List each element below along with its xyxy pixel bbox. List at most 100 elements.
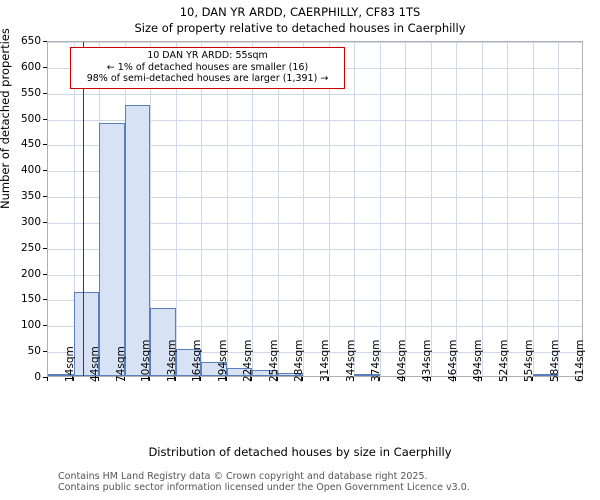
bar [124, 105, 151, 376]
bar [277, 372, 304, 376]
gridline-vertical [379, 42, 381, 376]
x-tick-mark [327, 377, 329, 381]
y-tick-label: 150 [20, 293, 41, 306]
y-tick-label: 550 [20, 86, 41, 99]
x-tick-mark [174, 377, 176, 381]
y-tick-mark [43, 351, 47, 353]
footer-attribution: Contains HM Land Registry data © Crown c… [58, 471, 598, 493]
x-tick-label: 464sqm [446, 339, 459, 382]
y-tick-mark [43, 299, 47, 301]
x-tick-label: 194sqm [216, 339, 229, 382]
y-tick-mark [43, 273, 47, 275]
gridline-horizontal [48, 42, 582, 43]
gridline-horizontal [48, 352, 582, 354]
annotation-line-3: 98% of semi-detached houses are larger (… [86, 73, 329, 84]
x-tick-label: 224sqm [242, 339, 255, 382]
x-tick-label: 584sqm [548, 339, 561, 382]
bar [226, 368, 253, 376]
y-tick-mark [43, 196, 47, 198]
bar [48, 374, 74, 376]
y-tick-label: 350 [20, 190, 41, 203]
x-tick-mark [149, 377, 151, 381]
x-tick-label: 314sqm [319, 339, 331, 382]
x-tick-mark [404, 377, 406, 381]
bar [354, 374, 380, 376]
gridline-vertical [150, 42, 152, 376]
chart-title-block: 10, DAN YR ARDD, CAERPHILLY, CF83 1TS Si… [0, 4, 600, 36]
x-tick-label: 134sqm [165, 339, 178, 382]
x-tick-mark [557, 377, 559, 381]
bar [532, 374, 559, 376]
footer-line-2: Contains public sector information licen… [58, 482, 470, 493]
y-tick-mark [43, 118, 47, 120]
y-tick-label: 400 [20, 164, 41, 177]
y-tick-label: 450 [20, 138, 41, 151]
x-tick-label: 374sqm [370, 339, 383, 382]
gridline-horizontal [48, 326, 582, 328]
y-tick-label: 600 [20, 60, 41, 73]
x-tick-mark [47, 377, 48, 381]
gridline-vertical [277, 42, 279, 376]
bar [175, 349, 202, 376]
gridline-vertical [532, 42, 534, 376]
gridline-vertical [226, 42, 228, 376]
gridline-horizontal [48, 93, 582, 95]
x-tick-label: 554sqm [523, 339, 536, 382]
y-tick-mark [43, 325, 47, 327]
x-tick-mark [480, 377, 482, 381]
y-tick-mark [43, 41, 47, 42]
y-tick-label: 650 [20, 35, 41, 47]
x-tick-label: 164sqm [191, 339, 204, 382]
y-tick-label: 100 [20, 319, 41, 332]
y-tick-mark [43, 66, 47, 68]
gridline-vertical [303, 42, 305, 376]
gridline-vertical [507, 42, 509, 376]
y-tick-label: 200 [20, 267, 41, 280]
x-tick-label: 254sqm [267, 339, 280, 382]
x-tick-mark [200, 377, 202, 381]
y-tick-mark [43, 170, 47, 172]
x-tick-mark [302, 377, 304, 381]
bar [150, 308, 176, 376]
property-marker-line [82, 42, 84, 376]
y-tick-mark [43, 92, 47, 94]
x-tick-mark [98, 377, 100, 381]
x-tick-mark [276, 377, 278, 381]
gridline-vertical [73, 42, 75, 376]
x-tick-mark [251, 377, 253, 381]
x-tick-label: 404sqm [395, 339, 408, 382]
x-tick-label: 494sqm [472, 339, 485, 382]
x-tick-mark [72, 377, 74, 381]
gridline-horizontal [48, 197, 582, 199]
chart-subtitle: Size of property relative to detached ho… [134, 21, 466, 35]
gridline-horizontal [48, 119, 582, 121]
x-tick-mark [506, 377, 508, 381]
gridline-vertical [354, 42, 356, 376]
y-tick-mark [43, 377, 47, 378]
gridline-vertical [328, 42, 330, 376]
y-tick-mark [43, 144, 47, 146]
x-tick-label: 284sqm [293, 339, 306, 382]
x-tick-label: 614sqm [574, 339, 587, 382]
gridline-vertical [481, 42, 483, 376]
gridline-vertical [175, 42, 177, 376]
footer-line-1: Contains HM Land Registry data © Crown c… [58, 471, 428, 482]
y-tick-label: 250 [20, 241, 41, 254]
gridline-horizontal [48, 300, 582, 302]
bar [73, 292, 100, 376]
x-tick-label: 344sqm [344, 339, 357, 382]
x-tick-mark [455, 377, 457, 381]
bar [252, 370, 278, 376]
x-tick-label: 44sqm [89, 346, 102, 382]
gridline-vertical [252, 42, 254, 376]
gridline-vertical [405, 42, 407, 376]
y-tick-label: 0 [34, 371, 41, 383]
x-axis-label: Distribution of detached houses by size … [148, 445, 452, 459]
chart-title: 10, DAN YR ARDD, CAERPHILLY, CF83 1TS [179, 5, 421, 19]
gridline-vertical [558, 42, 560, 376]
annotation-line-1: 10 DAN YR ARDD: 55sqm [147, 50, 268, 61]
plot-area [47, 41, 583, 377]
x-tick-label: 434sqm [421, 339, 434, 382]
gridline-vertical [456, 42, 458, 376]
x-tick-label: 104sqm [140, 339, 153, 382]
